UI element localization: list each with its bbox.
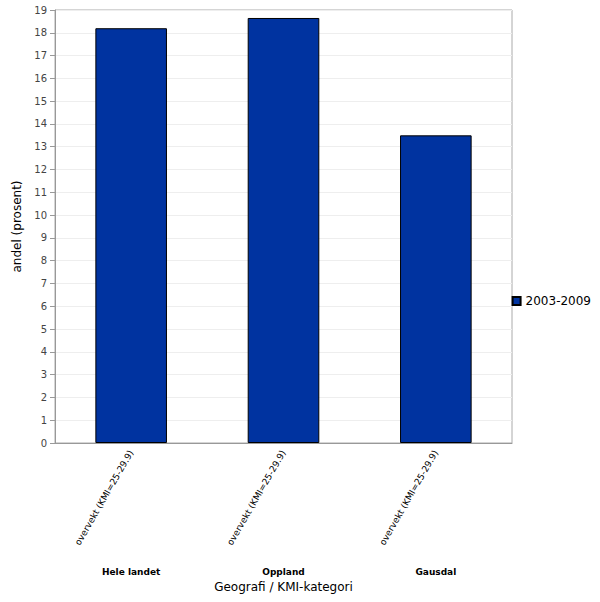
svg-text:andel (prosent): andel (prosent)	[10, 180, 24, 272]
svg-text:16: 16	[34, 73, 47, 84]
svg-text:4: 4	[41, 346, 47, 357]
svg-text:5: 5	[41, 324, 47, 335]
svg-text:Oppland: Oppland	[262, 567, 305, 577]
svg-text:overvekt (KMI=25-29.9): overvekt (KMI=25-29.9)	[378, 448, 441, 547]
svg-text:7: 7	[41, 278, 47, 289]
svg-text:14: 14	[34, 118, 47, 129]
svg-text:3: 3	[41, 369, 47, 380]
svg-text:overvekt (KMI=25-29.9): overvekt (KMI=25-29.9)	[225, 448, 288, 547]
svg-text:15: 15	[34, 96, 47, 107]
svg-text:Geografi / KMI-kategori: Geografi / KMI-kategori	[214, 580, 353, 594]
svg-text:2003-2009: 2003-2009	[526, 294, 591, 308]
svg-text:12: 12	[34, 164, 47, 175]
svg-text:10: 10	[34, 210, 47, 221]
svg-text:0: 0	[41, 438, 47, 449]
svg-text:18: 18	[34, 27, 47, 38]
svg-text:6: 6	[41, 301, 47, 312]
svg-text:9: 9	[41, 232, 47, 243]
svg-text:Gausdal: Gausdal	[415, 567, 456, 577]
svg-text:Hele landet: Hele landet	[102, 567, 161, 577]
svg-text:1: 1	[41, 415, 47, 426]
svg-text:overvekt (KMI=25-29.9): overvekt (KMI=25-29.9)	[73, 448, 136, 547]
svg-text:17: 17	[34, 50, 47, 61]
svg-text:8: 8	[41, 255, 47, 266]
svg-text:13: 13	[34, 141, 47, 152]
svg-text:2: 2	[41, 392, 47, 403]
svg-text:19: 19	[34, 5, 47, 16]
svg-text:11: 11	[34, 187, 47, 198]
